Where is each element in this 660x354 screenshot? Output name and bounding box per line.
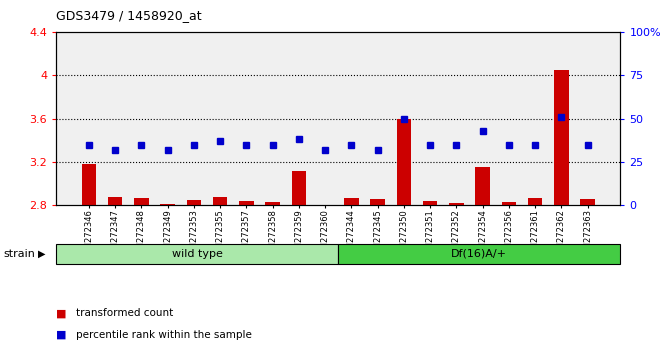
Text: strain: strain	[3, 249, 35, 259]
Bar	[108, 197, 122, 205]
Bar	[423, 201, 438, 205]
Bar	[475, 167, 490, 205]
Bar	[213, 197, 228, 205]
Text: Df(16)A/+: Df(16)A/+	[451, 249, 508, 259]
Text: transformed count: transformed count	[76, 308, 173, 318]
Bar	[187, 200, 201, 205]
Bar	[502, 202, 516, 205]
Bar	[265, 202, 280, 205]
Bar	[134, 198, 148, 205]
Bar	[160, 204, 175, 205]
Text: percentile rank within the sample: percentile rank within the sample	[76, 330, 251, 339]
Text: ■: ■	[56, 308, 67, 318]
Bar	[528, 198, 543, 205]
Bar	[554, 70, 568, 205]
Bar	[397, 119, 411, 205]
Text: ▶: ▶	[38, 249, 46, 259]
Bar	[239, 201, 253, 205]
Bar	[82, 164, 96, 205]
Text: GDS3479 / 1458920_at: GDS3479 / 1458920_at	[56, 9, 202, 22]
Bar	[344, 198, 358, 205]
Text: wild type: wild type	[172, 249, 222, 259]
Bar	[370, 199, 385, 205]
Bar	[580, 199, 595, 205]
Text: ■: ■	[56, 330, 67, 339]
Bar	[449, 203, 463, 205]
Bar	[292, 171, 306, 205]
